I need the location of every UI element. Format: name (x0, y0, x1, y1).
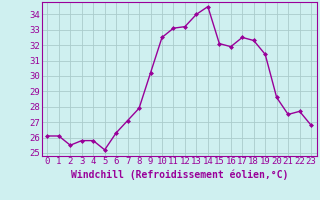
X-axis label: Windchill (Refroidissement éolien,°C): Windchill (Refroidissement éolien,°C) (70, 169, 288, 180)
